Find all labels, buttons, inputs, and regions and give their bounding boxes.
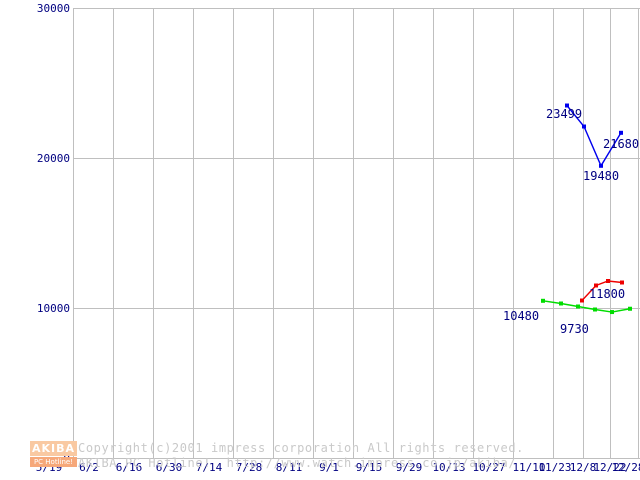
gridline-x-8: [393, 8, 394, 458]
x-axis-tick-5: 7/28: [235, 461, 263, 474]
series-line-green: [541, 298, 632, 315]
plot-area: [73, 8, 640, 459]
datapoint-green-series-2: [576, 304, 580, 309]
x-axis-tick-6: 8/11: [275, 461, 303, 474]
datapoint-green-series-1: [559, 301, 563, 306]
gridline-x-7: [353, 8, 354, 458]
akiba-logo-top-text: AKIBA: [31, 442, 76, 455]
datapoint-red-series-2: [606, 279, 610, 283]
gridline-x-6: [313, 8, 314, 458]
gridline-x-0: [73, 8, 74, 458]
x-axis-tick-11: 10/27: [472, 461, 506, 474]
gridline-x-12: [553, 8, 554, 458]
gridline-x-14: [610, 8, 611, 458]
x-axis-tick-4: 7/14: [195, 461, 223, 474]
gridline-y-10000: [73, 308, 640, 309]
gridline-y-0: [73, 458, 640, 459]
gridline-x-9: [433, 8, 434, 458]
copyright-line-1: Copyright(c)2001 impress corporation All…: [78, 441, 525, 455]
datapoint-green-series-5: [628, 306, 632, 311]
polyline-red-series: [581, 280, 623, 301]
gridline-x-1: [113, 8, 114, 458]
gridline-x-10: [473, 8, 474, 458]
datapoint-blue-series-2: [599, 163, 603, 168]
datapoint-green-series-3: [593, 307, 597, 312]
gridline-y-30000: [73, 8, 640, 9]
y-axis-tick-20000: 20000: [36, 152, 70, 165]
point-label-19480: 19480: [583, 169, 620, 183]
gridline-x-5: [273, 8, 274, 458]
gridline-y-20000: [73, 158, 640, 159]
x-axis-tick-10: 10/13: [432, 461, 466, 474]
polyline-blue-series: [566, 105, 622, 168]
y-axis-tick-10000: 10000: [36, 302, 70, 315]
gridline-x-13: [583, 8, 584, 458]
x-axis-tick-8: 9/15: [355, 461, 383, 474]
point-label-10480: 10480: [503, 309, 540, 323]
x-axis-tick-12: 11/10: [512, 461, 546, 474]
datapoint-blue-series-3: [619, 130, 623, 135]
gridline-x-11: [513, 8, 514, 458]
datapoint-red-series-0: [580, 298, 584, 303]
x-axis-tick-9: 9/29: [395, 461, 423, 474]
akiba-logo-top: AKIBA: [30, 441, 77, 456]
datapoint-red-series-3: [620, 280, 624, 285]
series-line-blue: [565, 103, 623, 168]
akiba-logo-bottom: PC Hotline!: [30, 457, 77, 467]
x-axis-tick-1: 6/2: [79, 461, 99, 474]
gridline-x-3: [193, 8, 194, 458]
point-label-11800: 11800: [589, 287, 626, 301]
akiba-logo: AKIBA PC Hotline!: [30, 441, 77, 469]
gridline-x-2: [153, 8, 154, 458]
gridline-x-15: [638, 8, 639, 458]
x-axis-tick-2: 6/16: [115, 461, 143, 474]
akiba-logo-bottom-text: PC Hotline!: [33, 457, 74, 466]
datapoint-blue-series-1: [582, 124, 586, 129]
series-line-red: [580, 279, 624, 303]
x-axis-tick-13: 11/23: [538, 461, 572, 474]
y-axis-tick-30000: 30000: [36, 2, 70, 15]
point-label-9730: 9730: [560, 322, 589, 336]
copyright-line-2: AKIBA PC Hotline! http://www.watch.impre…: [78, 456, 517, 470]
point-label-23499: 23499: [546, 107, 583, 121]
polyline-green-series: [542, 300, 631, 313]
x-axis-tick-7: 9/1: [319, 461, 339, 474]
datapoint-green-series-0: [541, 298, 545, 303]
x-axis-tick-3: 6/30: [155, 461, 183, 474]
x-axis-tick-15: 12/22: [593, 461, 627, 474]
gridline-x-4: [233, 8, 234, 458]
point-label-21680: 21680: [603, 137, 640, 151]
x-axis-tick-16: 12/28: [611, 461, 640, 474]
datapoint-green-series-4: [610, 310, 614, 315]
datapoint-red-series-1: [594, 283, 598, 288]
datapoint-blue-series-0: [565, 103, 569, 108]
x-axis-tick-14: 12/8: [569, 461, 597, 474]
